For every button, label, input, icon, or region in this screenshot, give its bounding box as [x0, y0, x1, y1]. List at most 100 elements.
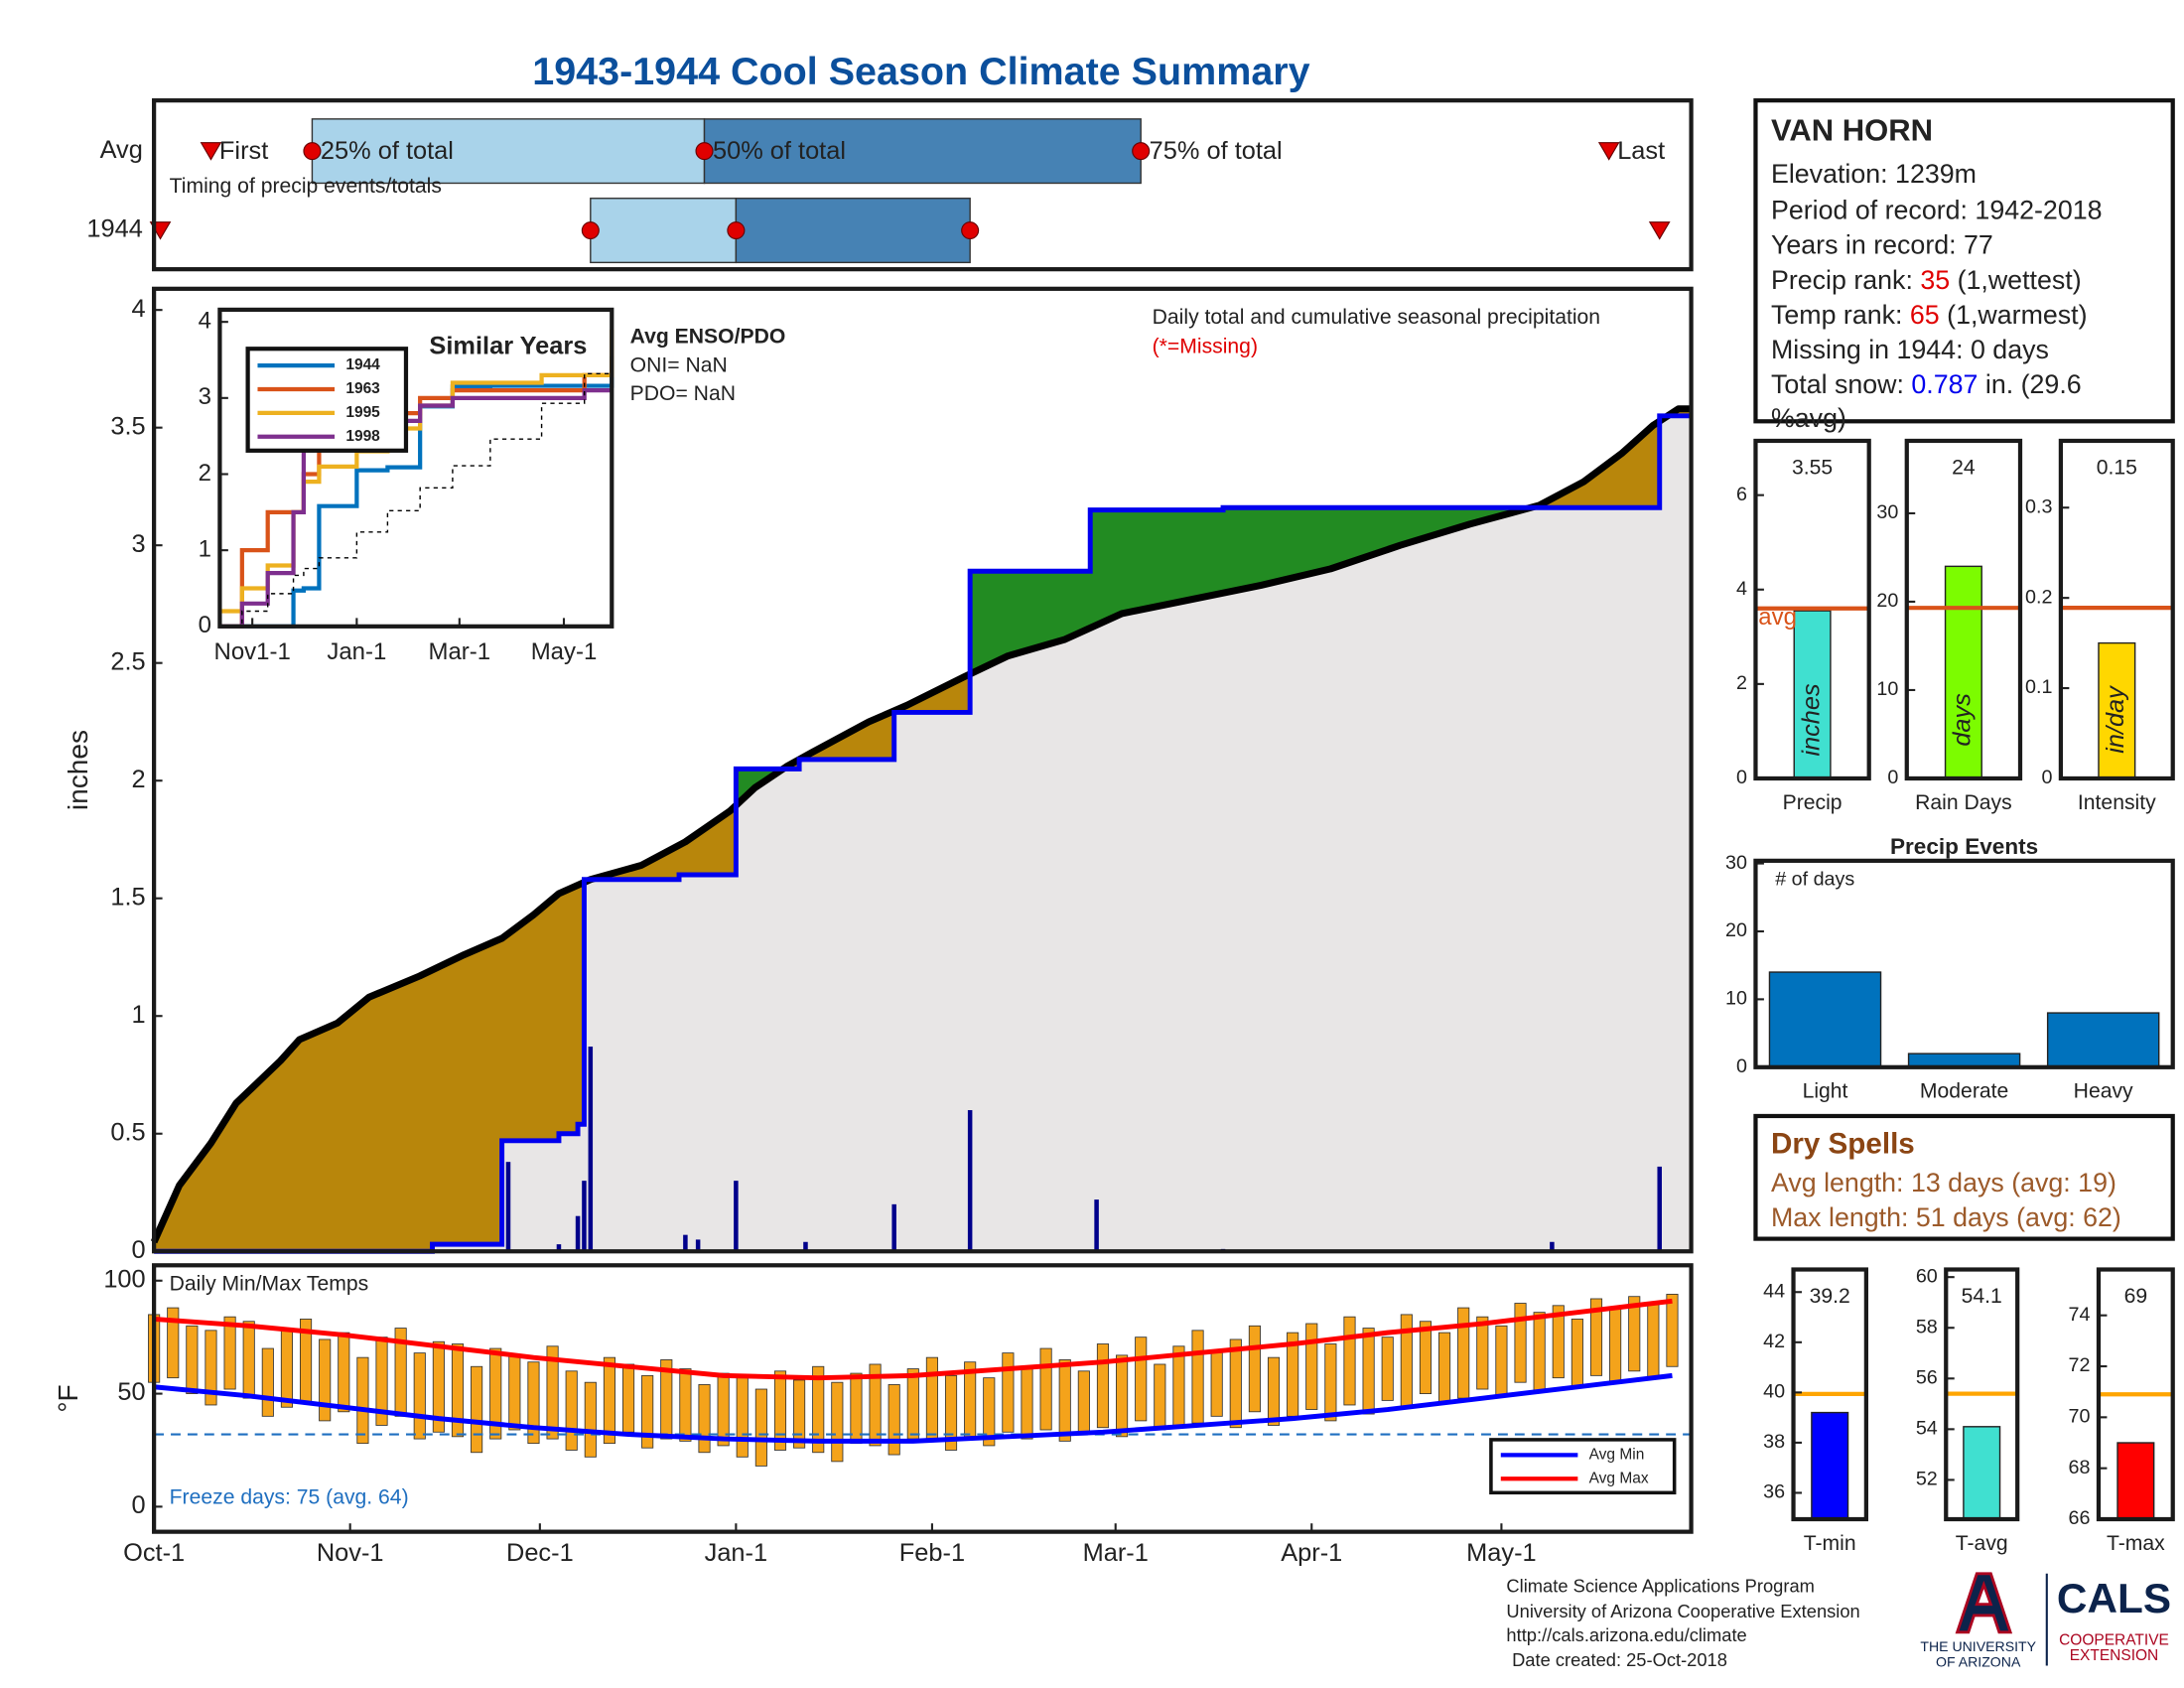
temp-bar	[356, 1356, 369, 1445]
daily-bar	[803, 1241, 808, 1252]
ua-logo-text: THE UNIVERSITY	[1920, 1638, 2036, 1654]
unit-label: days	[1949, 693, 1977, 747]
y-tick-label: 0	[199, 612, 211, 638]
temp-bar	[1248, 1325, 1261, 1413]
enso-annotation: PDO= NaN	[630, 382, 736, 405]
daily-bar	[1657, 1166, 1662, 1252]
y-tick-label: 58	[1916, 1316, 1938, 1337]
y-tick-label: 0.1	[2025, 676, 2052, 698]
y-tick-label: 30	[1725, 852, 1747, 874]
ua-logo-text: OF ARIZONA	[1936, 1653, 2021, 1669]
x-tick-label: Mar-1	[429, 638, 491, 665]
temp-bar	[451, 1343, 465, 1438]
temp-rank-note: (1,warmest)	[1940, 300, 2088, 330]
timing-marker	[581, 221, 600, 240]
temp-bar	[527, 1361, 540, 1445]
y-tick-label: 0	[1887, 767, 1898, 788]
legend-label: Avg Min	[1589, 1446, 1645, 1463]
inset-frame	[217, 307, 614, 629]
temp-bar	[1666, 1294, 1679, 1367]
y-tick-label: 56	[1916, 1367, 1938, 1389]
temp-bar	[603, 1356, 615, 1445]
y-tick-label: 4	[199, 308, 211, 335]
temp-bar	[1191, 1330, 1204, 1424]
precip-rank-value: 35	[1920, 265, 1950, 295]
temp-bar	[1495, 1325, 1508, 1397]
inset-title: Similar Years	[429, 333, 587, 360]
temp-bar	[1438, 1332, 1451, 1404]
precip-rank: Precip rank: 35 (1,wettest)	[1771, 265, 2082, 295]
temp-bar	[1647, 1303, 1660, 1379]
bar	[2046, 1012, 2160, 1068]
temp-bar	[1154, 1363, 1166, 1431]
unit-label: inches	[1797, 683, 1825, 756]
legend-label: 1998	[345, 428, 380, 445]
y-tick-label: 72	[2069, 1354, 2091, 1376]
daily-bar	[1550, 1241, 1555, 1252]
value-label: 3.55	[1792, 457, 1833, 480]
daily-bar	[505, 1162, 511, 1252]
bar-annotation: # of days	[1775, 869, 1854, 891]
y-tick-label: 1.5	[110, 883, 145, 911]
value-label: 69	[2124, 1285, 2148, 1308]
temp-title: Daily Min/Max Temps	[170, 1273, 369, 1296]
temp-bar	[489, 1347, 502, 1440]
timing-label: 50% of total	[713, 137, 846, 165]
bar-frame	[1753, 858, 2175, 1069]
footer-line: http://cals.arizona.edu/climate	[1506, 1624, 1746, 1645]
y-tick-label: 1	[132, 1001, 146, 1029]
legend-label: Avg Max	[1589, 1470, 1649, 1486]
bar-frame	[2096, 1267, 2175, 1522]
temp-bar	[1343, 1316, 1356, 1406]
category-label: T-avg	[1956, 1532, 2008, 1555]
y-tick-label: 6	[1736, 484, 1747, 505]
cals-logo-text: EXTENSION	[2070, 1647, 2159, 1664]
temp-bar	[242, 1321, 255, 1399]
y-axis-label: inches	[63, 730, 93, 810]
page-title: 1943-1944 Cool Season Climate Summary	[532, 50, 1309, 93]
temp-bar	[869, 1363, 882, 1447]
y-tick-label: 0.5	[110, 1118, 145, 1146]
daily-bar	[575, 1215, 581, 1252]
bar-frame	[1904, 438, 2023, 781]
y-tick-label: 3.5	[110, 412, 145, 440]
precip-frame	[152, 286, 1694, 1254]
y-tick-label: 52	[1916, 1469, 1938, 1490]
timing-marker	[303, 142, 322, 161]
timing-triangle	[1648, 221, 1671, 240]
station-years: Years in record: 77	[1771, 230, 1993, 260]
temp-bar	[432, 1340, 445, 1433]
temp-bar	[471, 1365, 483, 1454]
plot-background	[154, 1265, 1692, 1532]
enso-annotation: ONI= NaN	[630, 353, 728, 376]
temp-bar	[641, 1374, 654, 1449]
temp-bar	[319, 1338, 332, 1422]
bar-chart-title: Precip Events	[1890, 834, 2038, 859]
timing-triangle	[1597, 142, 1620, 161]
missing-days: Missing in 1944: 0 days	[1771, 335, 2049, 364]
x-tick-label: Nov-1	[317, 1539, 384, 1567]
temp-bar	[754, 1388, 767, 1467]
missing-note: (*=Missing)	[1153, 335, 1258, 357]
y-tick-label: 10	[1725, 988, 1747, 1010]
dry-spells-max: Max length: 51 days (avg: 62)	[1771, 1202, 2121, 1232]
temp-bar	[812, 1365, 825, 1454]
y-tick-label: 0	[132, 1236, 146, 1264]
bar-frame	[2058, 438, 2175, 781]
temp-bar	[1172, 1345, 1185, 1426]
y-axis-label: °F	[53, 1384, 83, 1412]
temp-bar	[1002, 1352, 1015, 1433]
station-elevation: Elevation: 1239m	[1771, 159, 1977, 189]
category-label: T-max	[2107, 1532, 2165, 1555]
annotation: Daily total and cumulative seasonal prec…	[1153, 306, 1600, 329]
timing-bar	[311, 118, 706, 185]
timing-marker	[1132, 142, 1151, 161]
legend-label: 1963	[345, 380, 380, 397]
timing-label: First	[219, 137, 268, 165]
timing-label: 25% of total	[321, 137, 454, 165]
category-label: Light	[1803, 1080, 1848, 1103]
bar-frame	[1791, 1267, 1868, 1522]
similar-year-line	[219, 355, 614, 629]
temp-bar	[186, 1325, 199, 1394]
x-tick-label: May-1	[1466, 1539, 1537, 1567]
